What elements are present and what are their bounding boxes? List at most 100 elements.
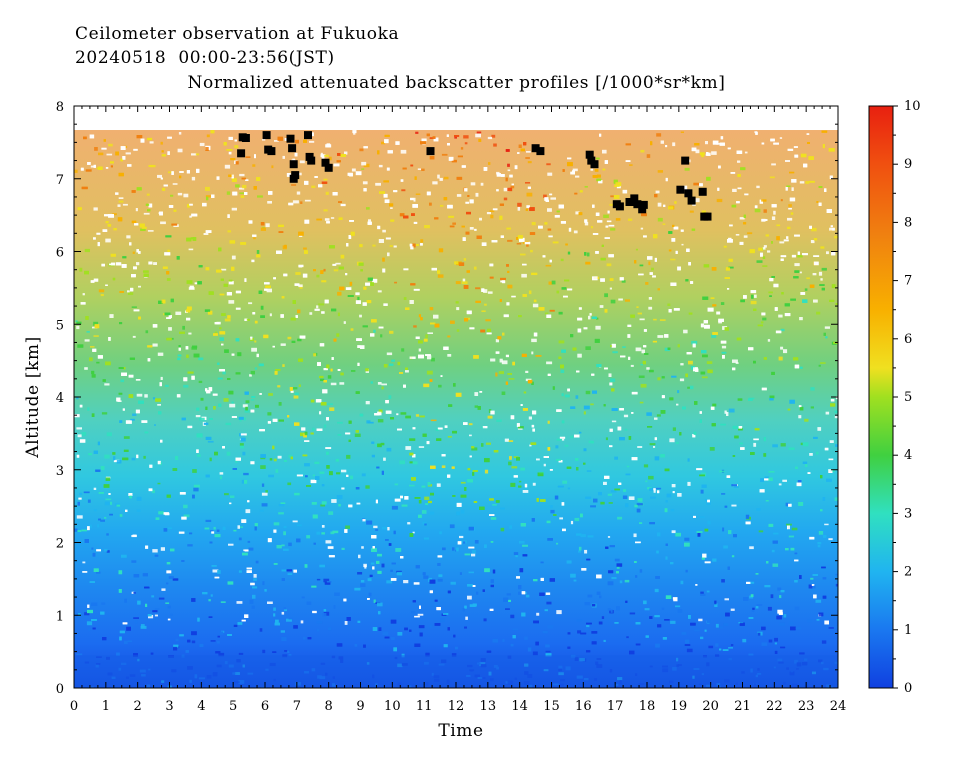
heatmap-cell — [544, 197, 549, 201]
heatmap-cell — [144, 394, 148, 398]
heatmap-cell — [322, 389, 328, 394]
heatmap-cell — [331, 499, 337, 503]
heatmap-cell — [544, 609, 548, 612]
heatmap-cell — [701, 376, 708, 379]
heatmap-cell — [420, 317, 423, 321]
heatmap-cell — [584, 219, 588, 223]
heatmap-cell — [307, 637, 312, 640]
heatmap-cell — [82, 561, 86, 564]
heatmap-cell — [399, 213, 405, 217]
heatmap-cell — [572, 168, 578, 172]
heatmap-cell — [132, 413, 137, 416]
heatmap-cell — [167, 136, 172, 139]
heatmap-cell — [783, 239, 789, 242]
heatmap-cell — [185, 346, 189, 350]
heatmap-cell — [102, 637, 107, 641]
heatmap-cell — [135, 208, 138, 212]
heatmap-cell — [326, 143, 331, 148]
heatmap-cell — [153, 262, 157, 265]
heatmap-cell — [677, 344, 680, 348]
heatmap-cell — [162, 187, 166, 191]
heatmap-cell — [338, 504, 341, 507]
heatmap-cell — [144, 431, 149, 434]
heatmap-cell — [126, 626, 131, 631]
heatmap-cell — [457, 541, 462, 545]
heatmap-cell — [210, 640, 216, 642]
heatmap-cell — [785, 186, 788, 191]
heatmap-cell — [512, 635, 516, 639]
heatmap-cell — [766, 561, 769, 564]
heatmap-cell — [226, 451, 231, 456]
heatmap-cell — [764, 476, 769, 479]
heatmap-cell — [592, 233, 599, 235]
heatmap-cell — [397, 632, 403, 636]
heatmap-cell — [442, 547, 446, 551]
heatmap-cell — [196, 168, 200, 173]
heatmap-cell — [654, 615, 660, 618]
heatmap-cell — [405, 367, 408, 370]
heatmap-cell — [700, 323, 704, 328]
heatmap-cell — [672, 491, 675, 494]
heatmap-cell — [88, 628, 91, 631]
heatmap-cell — [324, 581, 331, 585]
heatmap-cell — [524, 636, 528, 640]
heatmap-cell — [623, 414, 629, 418]
heatmap-cell — [703, 264, 710, 268]
heatmap-cell — [93, 278, 99, 282]
heatmap-cell — [349, 281, 353, 286]
heatmap-cell — [529, 232, 536, 235]
heatmap-cell — [299, 160, 305, 164]
heatmap-cell — [439, 177, 443, 181]
heatmap-cell — [235, 184, 240, 188]
heatmap-cell — [675, 605, 681, 608]
heatmap-cell — [427, 332, 433, 334]
heatmap-cell — [152, 610, 158, 613]
heatmap-cell — [86, 331, 90, 333]
heatmap-cell — [390, 619, 397, 624]
heatmap-cell — [337, 312, 340, 317]
heatmap-cell — [641, 349, 645, 354]
heatmap-cell — [183, 384, 189, 388]
heatmap-cell — [508, 440, 514, 442]
heatmap-cell — [585, 627, 589, 631]
heatmap-cell — [250, 409, 255, 413]
heatmap-cell — [384, 139, 389, 144]
heatmap-cell — [500, 174, 505, 177]
heatmap-cell — [463, 422, 468, 425]
heatmap-cell — [526, 205, 530, 208]
heatmap-cell — [561, 349, 566, 353]
heatmap-cell — [643, 600, 647, 605]
heatmap-cell — [148, 165, 154, 167]
heatmap-cell — [316, 578, 321, 581]
heatmap-cell — [670, 562, 674, 565]
heatmap-cell — [88, 524, 93, 528]
heatmap-cell — [159, 211, 163, 216]
heatmap-cell — [748, 347, 754, 351]
heatmap-cell — [787, 525, 790, 530]
heatmap-cell — [432, 181, 438, 185]
heatmap-cell — [400, 495, 403, 499]
heatmap-cell — [690, 366, 695, 370]
heatmap-cell — [120, 158, 123, 162]
heatmap-cell — [524, 241, 531, 245]
heatmap-cell — [802, 461, 808, 464]
heatmap-cell — [591, 631, 598, 634]
heatmap-cell — [295, 315, 298, 318]
heatmap-cell — [533, 299, 537, 303]
heatmap-cell — [786, 236, 789, 239]
heatmap-cell — [265, 223, 270, 228]
heatmap-cell — [74, 528, 78, 532]
heatmap-cell — [767, 606, 772, 611]
heatmap-cell — [323, 609, 327, 612]
heatmap-cell — [450, 581, 456, 585]
heatmap-cell — [458, 262, 465, 266]
heatmap-cell — [79, 492, 83, 496]
heatmap-cell — [733, 534, 737, 538]
heatmap-cell — [368, 421, 374, 424]
heatmap-cell — [466, 270, 470, 273]
heatmap-cell — [706, 176, 711, 181]
heatmap-cell — [469, 604, 476, 607]
heatmap-cell — [506, 302, 510, 306]
heatmap-cell — [250, 461, 255, 465]
heatmap-cell — [699, 183, 703, 187]
